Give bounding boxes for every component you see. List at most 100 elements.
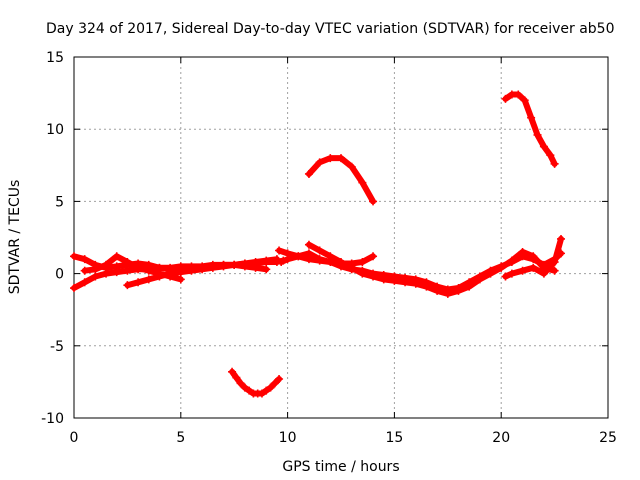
data-point — [443, 289, 452, 298]
data-point — [304, 240, 313, 249]
data-point — [230, 260, 239, 269]
data-point — [497, 263, 506, 272]
data-point — [91, 265, 100, 274]
data-point — [347, 162, 356, 171]
data-point — [518, 247, 527, 256]
data-point — [166, 269, 175, 278]
data-point — [198, 265, 207, 274]
plot-frame — [73, 56, 609, 419]
chart-title: Day 324 of 2017, Sidereal Day-to-day VTE… — [46, 21, 615, 37]
data-point — [401, 278, 410, 287]
data-point — [369, 272, 378, 281]
data-point — [475, 275, 484, 284]
x-tick-label: 5 — [176, 430, 185, 446]
data-point — [411, 279, 420, 288]
data-point — [337, 258, 345, 267]
data-point — [144, 275, 153, 284]
y-axis-label: SDTVAR / TECUs — [7, 180, 23, 295]
data-point — [557, 234, 566, 243]
data-point — [134, 263, 143, 272]
data-point — [465, 282, 474, 291]
series-trace — [306, 241, 558, 297]
data-point — [533, 130, 542, 139]
data-point — [486, 269, 495, 278]
data-point — [123, 281, 132, 290]
data-point — [176, 268, 185, 277]
y-tick-label: 15 — [46, 50, 64, 66]
series-arc-4 — [123, 255, 281, 290]
data-point — [315, 255, 324, 264]
data-point — [155, 272, 164, 281]
data-point — [529, 263, 538, 272]
data-point — [102, 260, 111, 269]
data-point — [236, 379, 245, 388]
data-point — [539, 142, 548, 151]
data-point — [123, 258, 132, 267]
data-point — [550, 159, 559, 168]
y-tick-label: 0 — [55, 267, 64, 283]
data-point — [262, 386, 271, 395]
y-tick-label: -5 — [50, 339, 64, 355]
x-tick-label: 15 — [385, 430, 403, 446]
data-point — [232, 373, 241, 382]
data-point — [208, 263, 217, 272]
axis-ticks: 0 5 10 15 20 25 -10 -5 0 5 10 15 — [41, 50, 617, 446]
data-point — [358, 269, 367, 278]
data-point — [266, 383, 275, 392]
data-point — [337, 154, 345, 163]
data-point — [454, 286, 463, 295]
data-point — [539, 269, 548, 278]
data-point — [262, 265, 271, 274]
x-tick-label: 25 — [599, 430, 617, 446]
series-arc-5 — [228, 367, 284, 398]
data-point — [240, 259, 249, 268]
data-point — [277, 258, 286, 267]
data-point — [187, 266, 196, 275]
data-point — [550, 266, 559, 275]
data-point — [275, 375, 284, 384]
data-point — [245, 386, 254, 395]
data-point — [112, 262, 121, 271]
data-point — [529, 252, 538, 261]
data-point — [91, 272, 100, 281]
data-point — [315, 246, 324, 255]
data-point — [546, 151, 555, 160]
data-point — [251, 258, 260, 267]
data-point — [315, 158, 324, 167]
data-point — [134, 278, 143, 287]
data-point — [501, 94, 510, 103]
series-arc-9 — [501, 234, 566, 281]
data-point — [270, 379, 279, 388]
series-arc-10 — [304, 154, 378, 206]
data-point — [219, 262, 228, 271]
data-point — [358, 258, 367, 267]
data-point — [514, 90, 523, 99]
y-tick-label: -10 — [41, 411, 64, 427]
data-point — [518, 266, 527, 275]
data-point — [228, 367, 237, 376]
data-point — [358, 178, 367, 187]
data-point — [144, 266, 153, 275]
data-point — [272, 255, 281, 264]
y-tick-label: 10 — [46, 122, 64, 138]
data-point — [80, 266, 89, 275]
series-arc-11 — [501, 90, 559, 168]
series-trace — [306, 155, 376, 205]
data-point — [176, 275, 185, 284]
x-tick-label: 0 — [70, 430, 79, 446]
data-point — [433, 286, 442, 295]
data-point — [501, 272, 510, 281]
data-point — [275, 246, 284, 255]
data-point — [262, 256, 271, 265]
data-point — [507, 269, 516, 278]
data-point — [422, 282, 431, 291]
data-point — [240, 383, 249, 392]
data-point — [80, 255, 89, 264]
data-point — [304, 169, 313, 178]
data-point — [527, 113, 536, 122]
data-point — [304, 249, 313, 258]
data-point — [112, 252, 121, 261]
y-tick-label: 5 — [55, 194, 64, 210]
data-point — [550, 258, 559, 267]
